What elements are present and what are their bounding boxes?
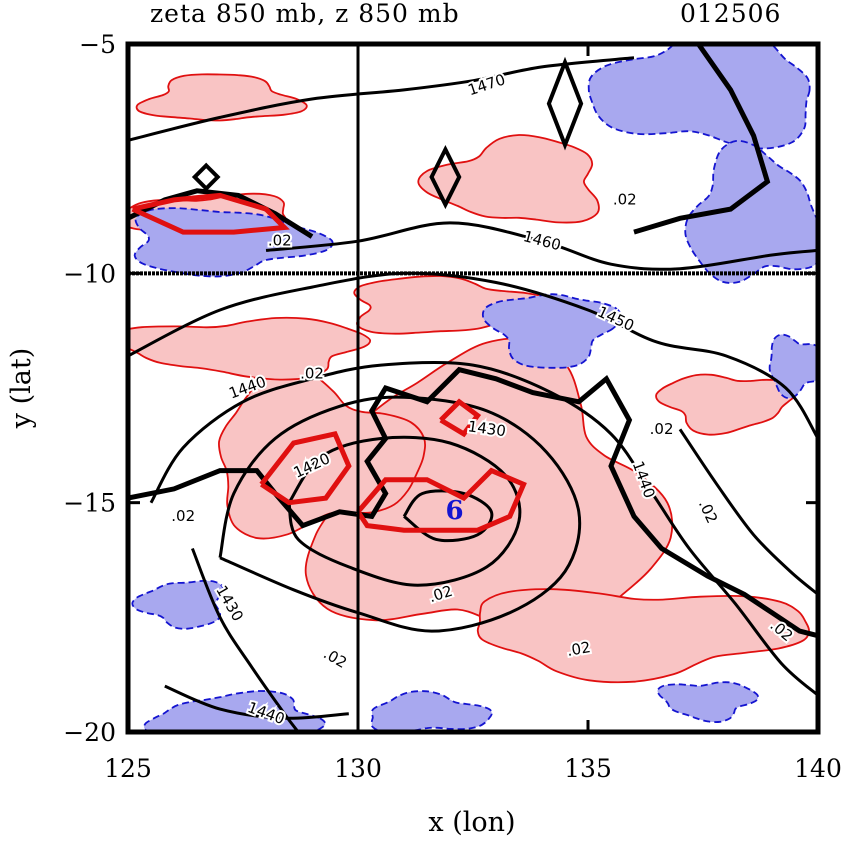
negative-vorticity-region xyxy=(133,207,334,278)
vorticity-thick-contour xyxy=(439,398,482,438)
thick-boundary-line xyxy=(128,366,818,639)
chart-date-code: 012506 xyxy=(680,0,781,28)
height-contour-1440 xyxy=(164,684,349,720)
negative-vorticity-region xyxy=(768,333,818,399)
height-contour-1460 xyxy=(265,221,818,271)
contour-label: .02 xyxy=(171,507,195,525)
storm-center-marker: 6 xyxy=(446,496,464,526)
contour-label: .02 xyxy=(300,365,324,383)
height-contour-1430 xyxy=(218,395,582,633)
contour-label: .02 xyxy=(320,644,350,672)
negative-vorticity-region xyxy=(131,579,224,630)
plot-area: 147014601450144014301420143014401440.02.… xyxy=(63,30,842,783)
contour-label: 1460 xyxy=(521,227,563,254)
positive-vorticity-region xyxy=(128,316,372,381)
contour-label: .02 xyxy=(695,497,721,526)
negative-vorticity-region xyxy=(684,139,818,284)
contour-label: .02 xyxy=(650,420,674,438)
height-contour-1470 xyxy=(128,56,635,142)
y-axis-label: y (lat) xyxy=(6,348,37,430)
closed-contour-diamond xyxy=(546,56,584,151)
closed-contour-diamond xyxy=(191,162,221,192)
plot-content: 147014601450144014301420143014401440.02.… xyxy=(128,44,818,732)
y-tick-label: −5 xyxy=(79,30,116,59)
plot-frame xyxy=(125,41,821,735)
x-tick-label: 130 xyxy=(334,754,382,783)
x-tick-label: 140 xyxy=(794,754,842,783)
positive-vorticity-region xyxy=(476,588,810,684)
negative-vorticity-region xyxy=(587,44,811,150)
thick-boundary-line xyxy=(633,44,771,235)
closed-contour-diamond xyxy=(429,144,462,210)
contour-label: .02 xyxy=(613,190,637,208)
y-tick-label: −20 xyxy=(63,718,116,747)
height-contour-1420 xyxy=(287,435,522,587)
height-contour-1440 xyxy=(149,360,818,697)
height-contour-1440 xyxy=(678,428,818,596)
y-tick-label: −10 xyxy=(63,259,116,288)
negative-vorticity-region xyxy=(370,690,493,732)
y-tick-label: −15 xyxy=(63,489,116,518)
positive-vorticity-region xyxy=(655,373,799,436)
x-tick-label: 125 xyxy=(104,754,152,783)
height-contour-1430 xyxy=(191,547,300,732)
contour-label: .02 xyxy=(268,232,292,250)
chart-title: zeta 850 mb, z 850 mb xyxy=(150,0,460,28)
x-tick-label: 135 xyxy=(564,754,612,783)
height-contour-1450 xyxy=(128,271,818,440)
height-contour-1410 xyxy=(402,489,494,543)
negative-vorticity-region xyxy=(481,293,623,369)
positive-vorticity-region xyxy=(135,73,308,122)
vorticity-thick-contour xyxy=(259,431,352,506)
vorticity-thick-contour xyxy=(131,192,290,235)
x-axis-label: x (lon) xyxy=(428,807,515,838)
negative-vorticity-region xyxy=(656,681,759,723)
contour-label: 1470 xyxy=(466,70,508,99)
vorticity-thick-contour xyxy=(355,467,527,533)
